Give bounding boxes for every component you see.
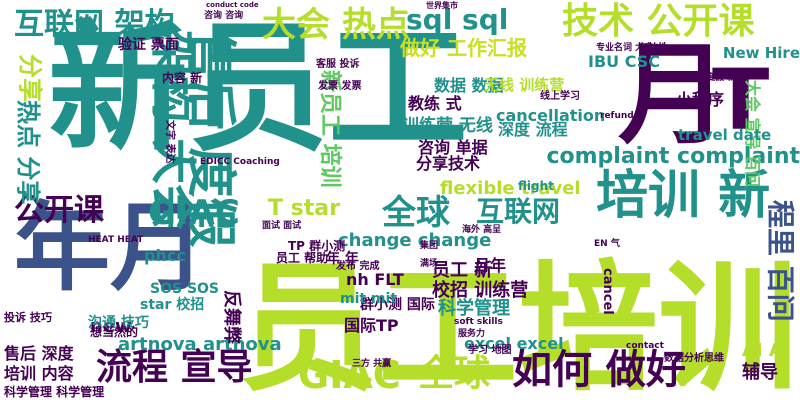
cloud-word: 验证 票面 xyxy=(118,37,179,53)
cloud-word: 世界集市 xyxy=(426,1,458,10)
cloud-word: 内容 新 xyxy=(162,71,203,85)
cloud-word: 集团 xyxy=(420,241,439,251)
cloud-word: 数据 数据 xyxy=(434,76,504,95)
cloud-word: 想当然的 xyxy=(90,325,139,339)
cloud-word: SOS SOS xyxy=(150,281,220,297)
cloud-word: sql sql xyxy=(406,3,509,36)
cloud-word: 文字 表达 xyxy=(164,120,175,164)
cloud-word: 如何 做好 xyxy=(512,347,686,393)
cloud-word: 发票 发票 xyxy=(318,81,362,92)
cloud-word: IBU CSC xyxy=(588,52,661,71)
cloud-word: 沟通 技巧 xyxy=(88,315,149,331)
cloud-word: New Hire xyxy=(722,44,800,62)
cloud-word: 有效性 xyxy=(638,43,668,54)
cloud-word: 反舞弊 xyxy=(221,290,242,344)
cloud-word: TP 群小测 xyxy=(288,239,346,253)
cloud-word: new xyxy=(90,316,132,337)
cloud-word: cancel xyxy=(600,268,615,315)
cloud-word: 科学管理 xyxy=(438,298,510,319)
cloud-word: 校招 训练营 xyxy=(432,280,529,301)
cloud-word: 专业名词 大全 xyxy=(596,43,654,53)
cloud-word: 分享技术 xyxy=(416,154,481,173)
cloud-word: 咨询 咨询 xyxy=(204,11,244,21)
cloud-word: 公开课 xyxy=(14,193,104,228)
cloud-word: 科学管理 科学管理 xyxy=(4,385,105,399)
cloud-word: 客服 投诉 xyxy=(316,59,360,70)
cloud-word: 满场 xyxy=(420,259,439,269)
cloud-word: 互联网 xyxy=(476,195,561,228)
cloud-word: 大会 热点 xyxy=(262,5,410,45)
cloud-word: 月 xyxy=(618,31,728,159)
cloud-word: HEAT HEAT xyxy=(88,235,144,245)
cloud-word: 学习 地图 xyxy=(468,345,512,356)
cloud-word: nh FLT xyxy=(346,270,404,289)
cloud-word: T xyxy=(712,51,770,149)
cloud-word: 群小测 国际 xyxy=(360,297,435,313)
cloud-word: excel excel xyxy=(464,334,564,353)
cloud-word: 教练 式 xyxy=(408,94,462,113)
cloud-word: 国际TP xyxy=(344,316,399,335)
cloud-word: soft skills xyxy=(454,317,503,327)
cloud-word: refund xyxy=(600,111,634,121)
cloud-word: 数据分析思维 xyxy=(664,353,724,364)
cloud-word: 全球 xyxy=(382,193,450,233)
cloud-word: mit mit xyxy=(340,291,398,307)
cloud-word: 无线 训练营 xyxy=(484,76,565,94)
cloud-word: star 校招 xyxy=(140,297,205,313)
cloud-word: 年月 xyxy=(14,192,206,304)
cloud-word: 互联网 架构 xyxy=(14,7,175,42)
cloud-word: GIAC xyxy=(298,353,401,397)
cloud-word: phcc xyxy=(144,246,186,265)
cloud-word: 训练营 无线 xyxy=(402,116,493,136)
cloud-word: 新员工 xyxy=(48,8,469,171)
cloud-word: 服务力 xyxy=(458,329,486,339)
cloud-word: EN 气 xyxy=(594,239,620,249)
cloud-word: 辅导 xyxy=(742,362,778,383)
cloud-word: EDICC Coaching xyxy=(200,157,280,167)
cloud-word: flexible travel xyxy=(440,178,581,199)
cloud-word: 三方 共赢 xyxy=(352,359,392,369)
cloud-word: T star xyxy=(268,196,340,221)
cloud-word: flight xyxy=(518,179,554,193)
cloud-word: AI AI xyxy=(742,340,790,361)
cloud-word: 全球 xyxy=(418,353,491,394)
cloud-word: 度假 新 xyxy=(706,73,737,83)
cloud-word: change change xyxy=(338,230,492,251)
cloud-word: conduct code xyxy=(206,1,259,9)
cloud-word: 售后 深度 xyxy=(4,344,74,363)
cloud-word: cancellation xyxy=(496,106,606,125)
cloud-word: 技术 公开课 xyxy=(562,1,755,42)
cloud-word: 程里 百问 xyxy=(764,200,797,322)
cloud-word: 咨询 单据 xyxy=(418,138,488,157)
cloud-word: 热点 分享 xyxy=(14,100,42,205)
cloud-word: 员工 帮助 xyxy=(276,251,329,265)
cloud-word: 小程序 xyxy=(676,90,725,109)
cloud-word: 海外 高呈 xyxy=(462,225,502,235)
cloud-word: 年 年 xyxy=(326,251,359,267)
cloud-word: 做好 工作汇报 xyxy=(400,36,527,60)
cloud-word: 深度 流程 xyxy=(498,120,568,139)
cloud-word: 线上学习 xyxy=(540,91,580,102)
cloud-word: complaint complaint xyxy=(546,144,800,169)
cloud-word: 投诉 技巧 xyxy=(4,311,52,324)
cloud-word: 培训 内容 xyxy=(4,364,74,383)
cloud-word: 发布 完成 xyxy=(336,261,380,272)
cloud-word: artnova artnova xyxy=(118,334,282,355)
cloud-word: 分享 xyxy=(16,54,44,102)
cloud-word: GIAC xyxy=(148,193,240,233)
cloud-word: 面试 面试 xyxy=(262,221,302,231)
cloud-word: contact xyxy=(626,341,664,351)
cloud-word: 流程 宣导 xyxy=(96,347,253,388)
cloud-word: 员工培训 xyxy=(238,248,799,400)
cloud-word: travel date xyxy=(678,126,772,144)
cloud-word: 月年 xyxy=(474,256,507,275)
cloud-word: 员工 新 xyxy=(432,260,493,281)
cloud-word: 培训 新 xyxy=(596,166,771,226)
